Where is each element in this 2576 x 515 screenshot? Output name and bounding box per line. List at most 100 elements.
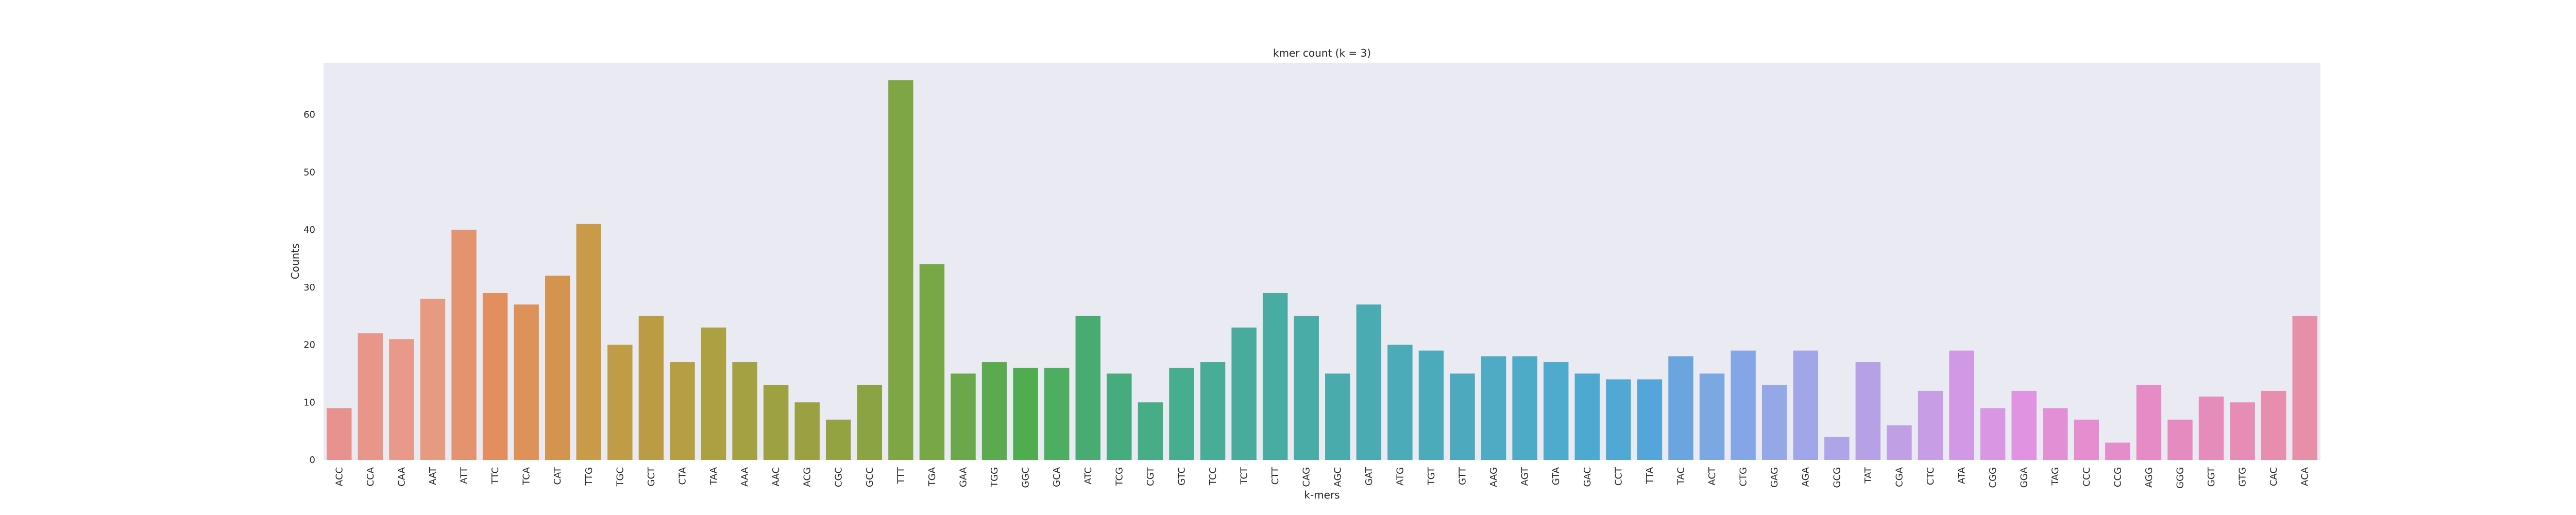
bar-TGC bbox=[607, 345, 633, 460]
bar-CTC bbox=[1918, 390, 1943, 460]
bar-AGC bbox=[1325, 373, 1350, 460]
x-tick-label: AAT bbox=[428, 467, 438, 485]
x-tick-label: CCG bbox=[2112, 467, 2123, 487]
x-tick-label: TTG bbox=[584, 467, 595, 486]
bar-ATA bbox=[1949, 350, 1974, 460]
bar-TTG bbox=[576, 224, 602, 460]
x-tick-label: CGC bbox=[833, 467, 844, 487]
bar-CTT bbox=[1262, 293, 1288, 460]
x-tick-label: GAG bbox=[1769, 467, 1780, 488]
x-tick-label: GGT bbox=[2206, 467, 2217, 487]
x-tick-label: GAT bbox=[1364, 467, 1375, 486]
x-tick-label: CTA bbox=[677, 467, 688, 485]
x-tick-label: ACA bbox=[2300, 467, 2311, 486]
bar-GTG bbox=[2230, 402, 2255, 460]
bar-TGA bbox=[919, 264, 945, 460]
bar-CAG bbox=[1294, 316, 1319, 460]
bar-GTT bbox=[1450, 373, 1475, 460]
x-tick-label: TCC bbox=[1208, 467, 1218, 486]
bar-TAG bbox=[2042, 408, 2068, 460]
x-tick-label: CGT bbox=[1145, 467, 1156, 486]
bar-CTA bbox=[670, 362, 695, 460]
x-tick-label: TGC bbox=[615, 467, 625, 487]
bar-AAT bbox=[420, 299, 446, 460]
bar-TCA bbox=[514, 304, 539, 460]
bar-ATG bbox=[1387, 345, 1413, 460]
bar-AAG bbox=[1481, 356, 1506, 460]
y-tick-label: 40 bbox=[303, 225, 315, 235]
bar-GAT bbox=[1356, 304, 1382, 460]
x-tick-label: CGA bbox=[1894, 467, 1905, 487]
x-tick-label: ACG bbox=[802, 467, 813, 487]
x-tick-label: GCA bbox=[1052, 467, 1062, 487]
x-tick-label: CAT bbox=[552, 467, 563, 485]
x-tick-label: CCT bbox=[1613, 467, 1624, 486]
x-tick-label: GGC bbox=[1021, 467, 1031, 488]
x-tick-label: TTC bbox=[490, 467, 501, 485]
y-axis-ticks: 0 10 20 30 40 50 60 bbox=[303, 110, 315, 466]
bar-TAC bbox=[1668, 356, 1693, 460]
bar-GTA bbox=[1543, 362, 1569, 460]
x-tick-label: TCA bbox=[521, 467, 532, 486]
bar-GGA bbox=[2011, 390, 2037, 460]
x-tick-label: ATG bbox=[1395, 467, 1405, 486]
x-tick-label: TTA bbox=[1645, 467, 1655, 484]
y-tick-label: 60 bbox=[303, 110, 315, 121]
x-tick-label: TCG bbox=[1114, 467, 1125, 486]
bar-ATC bbox=[1075, 316, 1101, 460]
bar-AGA bbox=[1793, 350, 1818, 460]
bar-GCC bbox=[857, 385, 883, 460]
y-tick-label: 10 bbox=[303, 397, 315, 408]
x-tick-label: GCG bbox=[1832, 467, 1842, 488]
bar-ATT bbox=[451, 230, 477, 460]
bar-AGT bbox=[1512, 356, 1537, 460]
bar-CGG bbox=[1980, 408, 2006, 460]
x-tick-label: GTG bbox=[2238, 467, 2248, 487]
y-tick-label: 50 bbox=[303, 167, 315, 178]
x-tick-label: GTC bbox=[1176, 467, 1187, 486]
x-tick-label: CTT bbox=[1270, 467, 1281, 485]
bar-GAA bbox=[951, 373, 976, 460]
x-tick-label: GGG bbox=[2175, 467, 2185, 489]
bar-GAG bbox=[1761, 385, 1787, 460]
bar-CCT bbox=[1606, 379, 1631, 460]
bar-GCA bbox=[1044, 368, 1070, 460]
bar-CCC bbox=[2074, 419, 2099, 460]
x-tick-label: CTG bbox=[1738, 467, 1749, 487]
bar-CGC bbox=[826, 419, 851, 460]
bar-GAC bbox=[1574, 373, 1600, 460]
x-tick-label: ACC bbox=[334, 467, 345, 486]
x-tick-label: TAA bbox=[708, 467, 719, 485]
x-tick-label: TGT bbox=[1426, 467, 1437, 486]
x-tick-label: TGG bbox=[989, 467, 1000, 488]
bar-CCG bbox=[2105, 442, 2130, 460]
bar-AAC bbox=[763, 385, 789, 460]
bar-TCG bbox=[1107, 373, 1132, 460]
x-tick-label: AAG bbox=[1488, 467, 1499, 487]
x-tick-label: CCC bbox=[2081, 467, 2092, 487]
chart-title: kmer count (k = 3) bbox=[1273, 47, 1371, 59]
bar-ACC bbox=[327, 408, 352, 460]
x-tick-label: GAC bbox=[1582, 467, 1593, 487]
x-tick-label: AAC bbox=[771, 467, 782, 486]
x-tick-label: ATC bbox=[1083, 467, 1094, 484]
bar-TAT bbox=[1855, 362, 1881, 460]
x-tick-label: GCT bbox=[646, 467, 657, 487]
bar-TGT bbox=[1418, 350, 1444, 460]
bar-CAA bbox=[389, 339, 414, 460]
x-tick-label: CAC bbox=[2268, 467, 2279, 486]
bar-GCT bbox=[638, 316, 664, 460]
y-tick-label: 0 bbox=[310, 455, 315, 466]
bar-GCG bbox=[1824, 437, 1850, 460]
bar-GGG bbox=[2167, 419, 2193, 460]
bar-ACG bbox=[794, 402, 820, 460]
x-tick-label: ATA bbox=[1957, 467, 1968, 484]
x-tick-label: GAA bbox=[958, 467, 969, 487]
x-axis-label: k-mers bbox=[1304, 489, 1340, 501]
bar-ACA bbox=[2292, 316, 2317, 460]
x-tick-label: ATT bbox=[459, 467, 470, 484]
x-tick-label: GTA bbox=[1551, 467, 1562, 485]
bar-GGT bbox=[2198, 397, 2224, 460]
